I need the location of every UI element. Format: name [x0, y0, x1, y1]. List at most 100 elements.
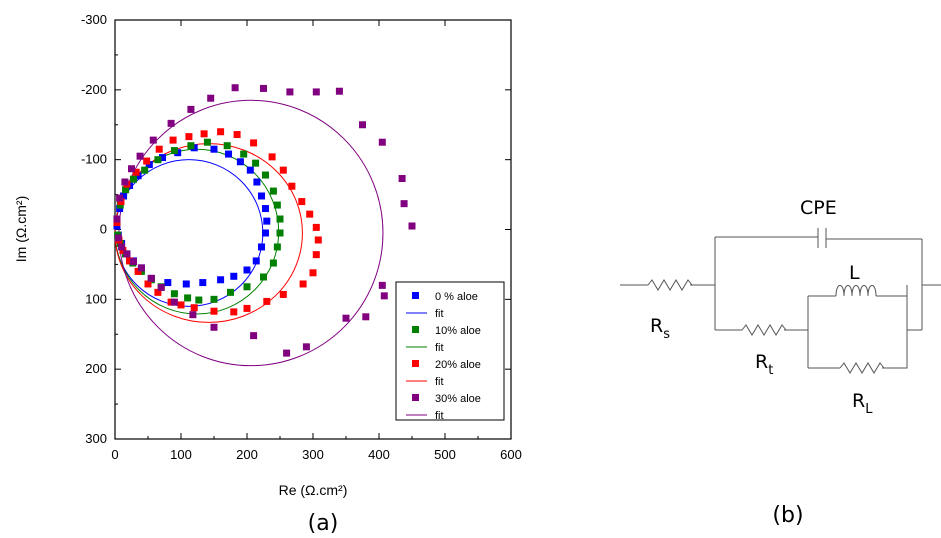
legend-label: 30% aloe: [435, 393, 481, 405]
data-point: [286, 88, 294, 96]
y-tick-label: 0: [100, 222, 107, 237]
data-point: [189, 311, 197, 319]
data-point: [210, 295, 218, 303]
data-point: [268, 153, 276, 161]
legend-box: [395, 281, 505, 421]
data-point: [243, 283, 251, 291]
data-point: [217, 276, 225, 284]
label-rs-main: R: [650, 315, 663, 337]
data-point: [240, 150, 248, 158]
x-axis-title: Re (Ω.cm²): [279, 482, 348, 498]
axis-ticks: 0 100 200 300 400 500 600 -300 -200 -100 0 100 200 30…: [81, 12, 522, 462]
data-point: [252, 159, 260, 167]
data-point: [187, 142, 195, 150]
data-point: [143, 157, 151, 165]
x-tick-label: 300: [302, 447, 324, 462]
data-point: [200, 130, 208, 138]
data-point: [253, 178, 261, 186]
legend-fit-label: fit: [435, 342, 444, 354]
wire-right-return: [906, 285, 922, 331]
data-point: [378, 281, 386, 289]
data-point: [114, 234, 122, 242]
data-point: [170, 298, 178, 306]
data-point: [269, 187, 277, 195]
data-point: [118, 243, 126, 251]
data-point: [120, 192, 128, 200]
data-point: [190, 304, 198, 312]
x-tick-label: 400: [368, 447, 390, 462]
label-rl-main: R: [852, 390, 865, 412]
y-tick-label: -200: [81, 82, 107, 97]
x-tick-label: 200: [236, 447, 258, 462]
data-point: [408, 222, 416, 230]
data-point: [113, 215, 121, 223]
inductor-l: [835, 285, 877, 297]
data-point: [159, 154, 167, 162]
data-point: [184, 294, 192, 302]
data-point: [398, 175, 406, 183]
data-point: [230, 308, 238, 316]
data-point: [298, 198, 306, 206]
data-point: [147, 274, 155, 282]
data-point: [170, 290, 178, 298]
legend-marker: [412, 394, 419, 401]
legend: 0 % aloe fit 10% aloe fit 20% aloe fit 30% alo…: [395, 281, 505, 422]
data-point: [279, 290, 287, 298]
data-point: [137, 264, 145, 272]
data-point: [312, 251, 320, 259]
data-point: [169, 136, 177, 144]
caption-b: (b): [772, 503, 803, 528]
data-point: [312, 223, 320, 231]
data-point: [261, 229, 269, 237]
data-point: [164, 279, 172, 287]
data-point: [185, 133, 193, 141]
data-point: [260, 84, 267, 92]
data-point: [279, 166, 287, 174]
legend-fit-label: fit: [435, 376, 444, 388]
data-point: [116, 194, 124, 202]
data-point: [155, 145, 163, 153]
data-point: [210, 145, 218, 153]
y-tick-label: 200: [85, 361, 107, 376]
data-point: [149, 136, 157, 144]
data-point: [378, 138, 386, 146]
data-point: [210, 307, 218, 315]
nyquist-chart: 0 100 200 300 400 500 600 -300 -200 -100 0 100 200 30…: [13, 12, 522, 536]
label-rs-sub: s: [663, 327, 670, 342]
label-rl: RL: [852, 390, 873, 417]
data-point: [243, 266, 251, 274]
y-tick-label: -300: [81, 12, 107, 27]
data-point: [154, 156, 162, 164]
data-point: [342, 314, 350, 322]
data-point: [273, 201, 281, 209]
x-tick-label: 100: [170, 447, 192, 462]
data-point: [217, 128, 225, 136]
data-point: [236, 158, 244, 166]
data-point: [362, 313, 370, 321]
data-point: [132, 168, 140, 176]
data-point: [123, 250, 131, 258]
label-l: L: [849, 262, 860, 284]
data-point: [283, 349, 291, 357]
data-point: [258, 243, 266, 251]
x-tick-label: 0: [111, 447, 118, 462]
label-rs: Rs: [650, 315, 670, 342]
data-point: [258, 192, 266, 200]
data-point: [207, 94, 215, 102]
legend-fit-label: fit: [435, 410, 444, 422]
legend-label: 20% aloe: [435, 359, 481, 371]
data-point: [314, 236, 322, 244]
equivalent-circuit: [620, 228, 941, 374]
data-point: [288, 182, 296, 190]
y-tick-label: 100: [85, 291, 107, 306]
label-rl-sub: L: [865, 402, 873, 417]
data-point: [170, 147, 178, 155]
resistor-rt: [741, 324, 787, 336]
caption-a: (a): [308, 511, 339, 536]
data-point: [299, 280, 307, 288]
data-point: [252, 257, 260, 265]
data-point: [273, 243, 281, 251]
data-point: [302, 343, 310, 351]
data-point: [129, 175, 137, 183]
data-point: [199, 279, 207, 287]
